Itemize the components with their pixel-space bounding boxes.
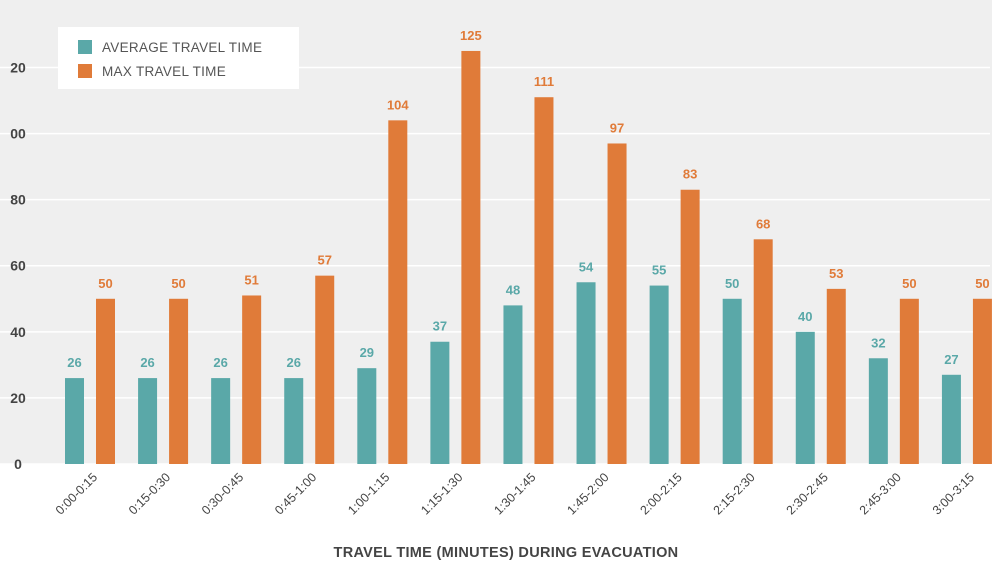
bar-max xyxy=(388,120,408,464)
bar-average xyxy=(941,374,961,464)
bar-average xyxy=(138,378,158,464)
data-label-average: 27 xyxy=(944,352,958,367)
y-tick-label: 20 xyxy=(10,59,26,75)
data-label-max: 50 xyxy=(98,276,112,291)
y-tick-label: 40 xyxy=(10,324,26,340)
bar-max xyxy=(242,295,262,464)
gridlines xyxy=(0,66,990,465)
data-label-average: 54 xyxy=(579,259,594,274)
x-tick-label: 0:45-1:00 xyxy=(272,470,319,517)
bar-max xyxy=(753,239,773,464)
y-tick-label: 80 xyxy=(10,192,26,208)
data-label-average: 26 xyxy=(286,355,300,370)
data-label-max: 97 xyxy=(610,120,624,135)
bar-average xyxy=(722,298,742,464)
x-tick-label: 0:15-0:30 xyxy=(126,470,173,517)
y-axis: 0 20 40 60 80 00 20 xyxy=(10,59,26,472)
legend: AVERAGE TRAVEL TIME MAX TRAVEL TIME xyxy=(58,27,299,89)
data-label-max: 57 xyxy=(317,253,331,268)
x-tick-label: 0:00-0:15 xyxy=(53,470,100,517)
bar-max xyxy=(461,50,481,465)
bar-max xyxy=(169,298,189,464)
bar-average xyxy=(503,305,523,464)
bar-average xyxy=(211,378,231,464)
data-label-max: 125 xyxy=(460,28,482,43)
bar-average xyxy=(284,378,304,464)
data-label-average: 55 xyxy=(652,263,666,278)
x-tick-label: 2:45-3:00 xyxy=(857,470,904,517)
x-tick-label: 3:00-3:15 xyxy=(930,470,977,517)
data-label-max: 51 xyxy=(244,272,258,287)
bar-average xyxy=(576,282,596,464)
bar-max xyxy=(899,298,919,464)
data-label-average: 29 xyxy=(360,345,374,360)
bar-average xyxy=(795,331,815,464)
bar-average xyxy=(868,358,888,464)
bar-max xyxy=(826,288,846,464)
bar-average xyxy=(357,368,377,464)
y-tick-label: 60 xyxy=(10,258,26,274)
bar-max xyxy=(972,298,992,464)
data-label-max: 83 xyxy=(683,167,697,182)
data-label-max: 68 xyxy=(756,216,770,231)
data-label-max: 53 xyxy=(829,266,843,281)
data-label-average: 48 xyxy=(506,282,520,297)
data-label-average: 26 xyxy=(140,355,154,370)
legend-label-average: AVERAGE TRAVEL TIME xyxy=(102,40,262,55)
x-tick-label: 1:30-1:45 xyxy=(491,470,538,517)
x-tick-label: 1:15-1:30 xyxy=(418,470,465,517)
legend-swatch-max xyxy=(78,64,92,78)
x-axis: 0:00-0:15 0:15-0:30 0:30-0:45 0:45-1:00 1:00… xyxy=(53,470,977,517)
data-label-average: 32 xyxy=(871,335,885,350)
y-tick-label: 00 xyxy=(10,126,26,142)
data-label-max: 104 xyxy=(387,97,409,112)
data-label-max: 50 xyxy=(902,276,916,291)
data-label-max: 50 xyxy=(171,276,185,291)
bar-max xyxy=(96,298,115,464)
bar-max xyxy=(534,97,554,464)
bars xyxy=(65,50,992,465)
x-tick-label: 2:30-2:45 xyxy=(784,470,831,517)
x-tick-label: 2:15-2:30 xyxy=(711,470,758,517)
data-label-average: 50 xyxy=(725,276,739,291)
x-tick-label: 2:00-2:15 xyxy=(637,470,684,517)
y-tick-label: 20 xyxy=(10,390,26,406)
legend-box xyxy=(58,27,299,89)
data-label-average: 26 xyxy=(67,355,81,370)
x-tick-label: 1:45-2:00 xyxy=(564,470,611,517)
legend-label-max: MAX TRAVEL TIME xyxy=(102,64,226,79)
bar-max xyxy=(680,189,700,464)
data-label-average: 37 xyxy=(433,319,447,334)
data-label-average: 40 xyxy=(798,309,812,324)
x-axis-title: TRAVEL TIME (MINUTES) DURING EVACUATION xyxy=(334,545,679,561)
bar-max xyxy=(315,275,335,464)
bar-average xyxy=(430,341,450,464)
x-tick-label: 0:30-0:45 xyxy=(199,470,246,517)
data-labels: 26 50 26 50 26 51 26 57 29 104 37 125 48 111 54 97 55 83 5… xyxy=(67,28,989,370)
data-label-average: 26 xyxy=(213,355,227,370)
x-tick-label: 1:00-1:15 xyxy=(345,470,392,517)
bar-max xyxy=(607,143,627,464)
legend-swatch-average xyxy=(78,40,92,54)
y-tick-label: 0 xyxy=(14,456,22,472)
bar-average xyxy=(649,285,669,464)
bar-average xyxy=(65,378,84,464)
data-label-max: 111 xyxy=(534,74,554,89)
data-label-max: 50 xyxy=(975,276,989,291)
